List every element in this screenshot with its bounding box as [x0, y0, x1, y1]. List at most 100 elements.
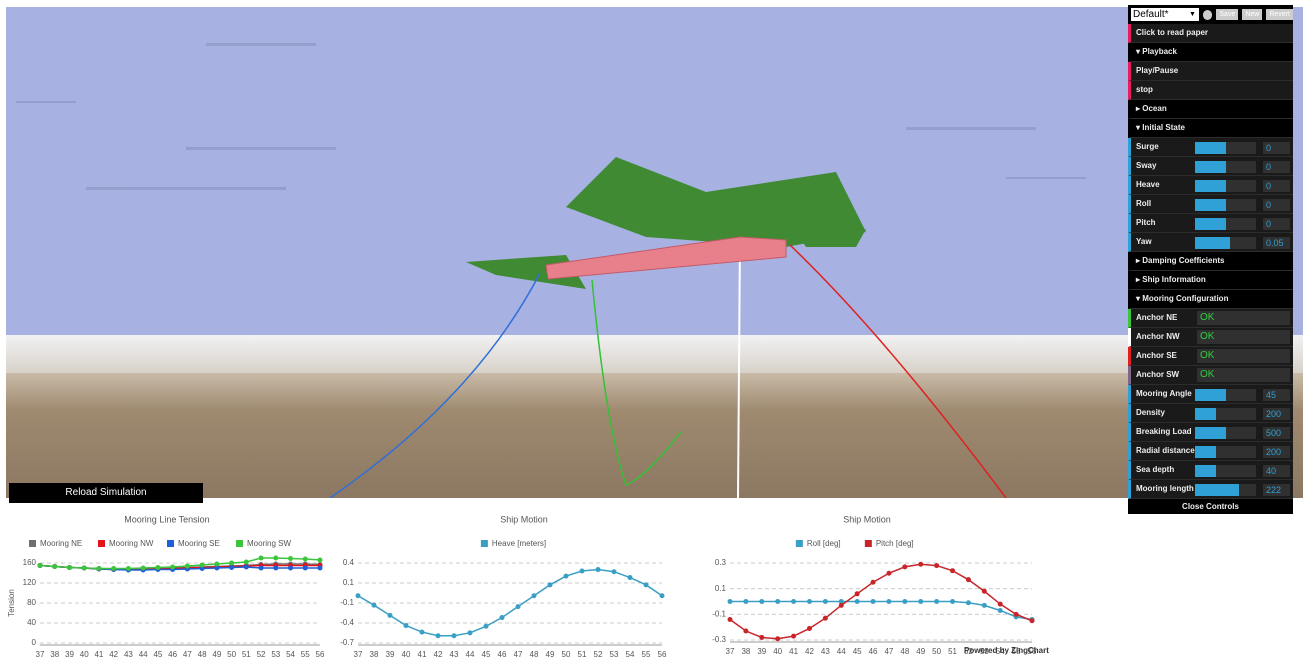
x-tick-label: 51: [578, 650, 587, 659]
legend-swatch: [29, 540, 36, 547]
slider-value[interactable]: 0: [1263, 161, 1290, 173]
data-point: [273, 555, 279, 561]
slider-track[interactable]: [1195, 427, 1256, 439]
data-point: [822, 615, 828, 621]
series-line: [357, 568, 663, 637]
x-tick-label: 51: [948, 647, 957, 656]
slider-value[interactable]: 0: [1263, 180, 1290, 192]
slider-track[interactable]: [1195, 446, 1256, 458]
folder-title[interactable]: Ocean: [1128, 100, 1293, 119]
data-point: [547, 582, 553, 588]
slider-value[interactable]: 40: [1263, 465, 1290, 477]
slider-label: Roll: [1136, 199, 1152, 208]
anchor-row: Anchor NE OK: [1128, 309, 1293, 328]
folder-title[interactable]: Initial State: [1128, 119, 1293, 138]
x-tick-label: 56: [1028, 647, 1037, 656]
data-point: [838, 599, 844, 604]
slider-row: Density 200: [1128, 404, 1293, 423]
x-tick-label: 41: [94, 650, 103, 659]
data-point: [243, 559, 249, 565]
slider-label: Radial distance: [1136, 446, 1195, 455]
legend-swatch: [795, 540, 803, 547]
slider-track[interactable]: [1195, 484, 1256, 496]
folder-title[interactable]: Playback: [1128, 43, 1293, 62]
series-line: [730, 600, 1033, 621]
slider-track[interactable]: [1195, 218, 1256, 230]
slider-row: Heave 0: [1128, 176, 1293, 195]
data-point: [854, 591, 860, 597]
data-point: [302, 556, 308, 562]
slider-track[interactable]: [1195, 237, 1256, 249]
slider-track[interactable]: [1195, 465, 1256, 477]
data-point: [243, 564, 249, 570]
x-tick-label: 47: [884, 647, 893, 656]
slider-value[interactable]: 0: [1263, 142, 1290, 154]
y-tick-label: 0.3: [715, 558, 727, 567]
data-point: [355, 593, 361, 599]
anchor-label: Anchor NW: [1136, 332, 1180, 341]
preset-button[interactable]: New: [1242, 9, 1263, 20]
preset-button[interactable]: Save: [1216, 9, 1239, 20]
read-paper[interactable]: Click to read paper: [1128, 24, 1293, 43]
slider-value[interactable]: 0: [1263, 199, 1290, 211]
data-point: [66, 565, 72, 570]
slider-value[interactable]: 200: [1263, 408, 1290, 420]
slider-row: Pitch 0: [1128, 214, 1293, 233]
x-tick-label: 52: [964, 647, 973, 656]
slider-track[interactable]: [1195, 389, 1256, 401]
slider-value[interactable]: 0.05: [1263, 237, 1290, 249]
gear-icon[interactable]: [1202, 9, 1213, 20]
x-tick-label: 44: [466, 650, 475, 659]
x-tick-label: 43: [450, 650, 459, 659]
close-controls[interactable]: Close Controls: [1128, 499, 1293, 514]
slider-label: Mooring Angle: [1136, 389, 1192, 398]
slider-fill: [1195, 218, 1226, 230]
data-point: [419, 629, 425, 635]
playback-button[interactable]: stop: [1128, 81, 1293, 100]
data-point: [317, 565, 323, 571]
data-point: [140, 565, 146, 571]
data-point: [886, 570, 892, 576]
preset-button[interactable]: Revert: [1266, 9, 1293, 20]
anchor-status[interactable]: OK: [1197, 311, 1290, 325]
folder-title[interactable]: Ship Information: [1128, 271, 1293, 290]
folder-title[interactable]: Mooring Configuration: [1128, 290, 1293, 309]
series-line: [729, 563, 1033, 640]
anchor-status[interactable]: OK: [1197, 368, 1290, 382]
x-tick-label: 39: [65, 650, 74, 659]
ship: [545, 236, 787, 280]
slider-track[interactable]: [1195, 408, 1256, 420]
slider-track[interactable]: [1195, 142, 1256, 154]
slider-fill: [1195, 427, 1226, 439]
slider-track[interactable]: [1195, 199, 1256, 211]
x-tick-label: 54: [286, 650, 295, 659]
slider-value[interactable]: 500: [1263, 427, 1290, 439]
y-tick-label: 120: [23, 578, 37, 587]
playback-button[interactable]: Play/Pause: [1128, 62, 1293, 81]
data-point: [611, 569, 617, 575]
slider-row: Mooring length 222: [1128, 480, 1293, 499]
x-tick-label: 40: [773, 647, 782, 656]
y-tick-label: -0.1: [340, 598, 354, 607]
folder-title[interactable]: Damping Coefficients: [1128, 252, 1293, 271]
legend-swatch: [98, 540, 105, 547]
y-tick-label: -0.1: [712, 609, 726, 618]
legend-label: Mooring NE: [40, 539, 82, 548]
reload-button[interactable]: Reload Simulation: [9, 483, 203, 503]
slider-value[interactable]: 200: [1263, 446, 1290, 458]
data-point: [499, 615, 505, 621]
anchor-status[interactable]: OK: [1197, 349, 1290, 363]
slider-value[interactable]: 45: [1263, 389, 1290, 401]
slider-fill: [1195, 408, 1217, 420]
x-tick-label: 42: [109, 650, 118, 659]
data-point: [870, 599, 876, 604]
slider-fill: [1195, 180, 1226, 192]
slider-value[interactable]: 222: [1263, 484, 1290, 496]
anchor-status[interactable]: OK: [1197, 330, 1290, 344]
x-tick-label: 38: [741, 647, 750, 656]
slider-value[interactable]: 0: [1263, 218, 1290, 230]
slider-track[interactable]: [1195, 161, 1256, 173]
slider-track[interactable]: [1195, 180, 1256, 192]
preset-select[interactable]: Default*: [1131, 8, 1199, 21]
